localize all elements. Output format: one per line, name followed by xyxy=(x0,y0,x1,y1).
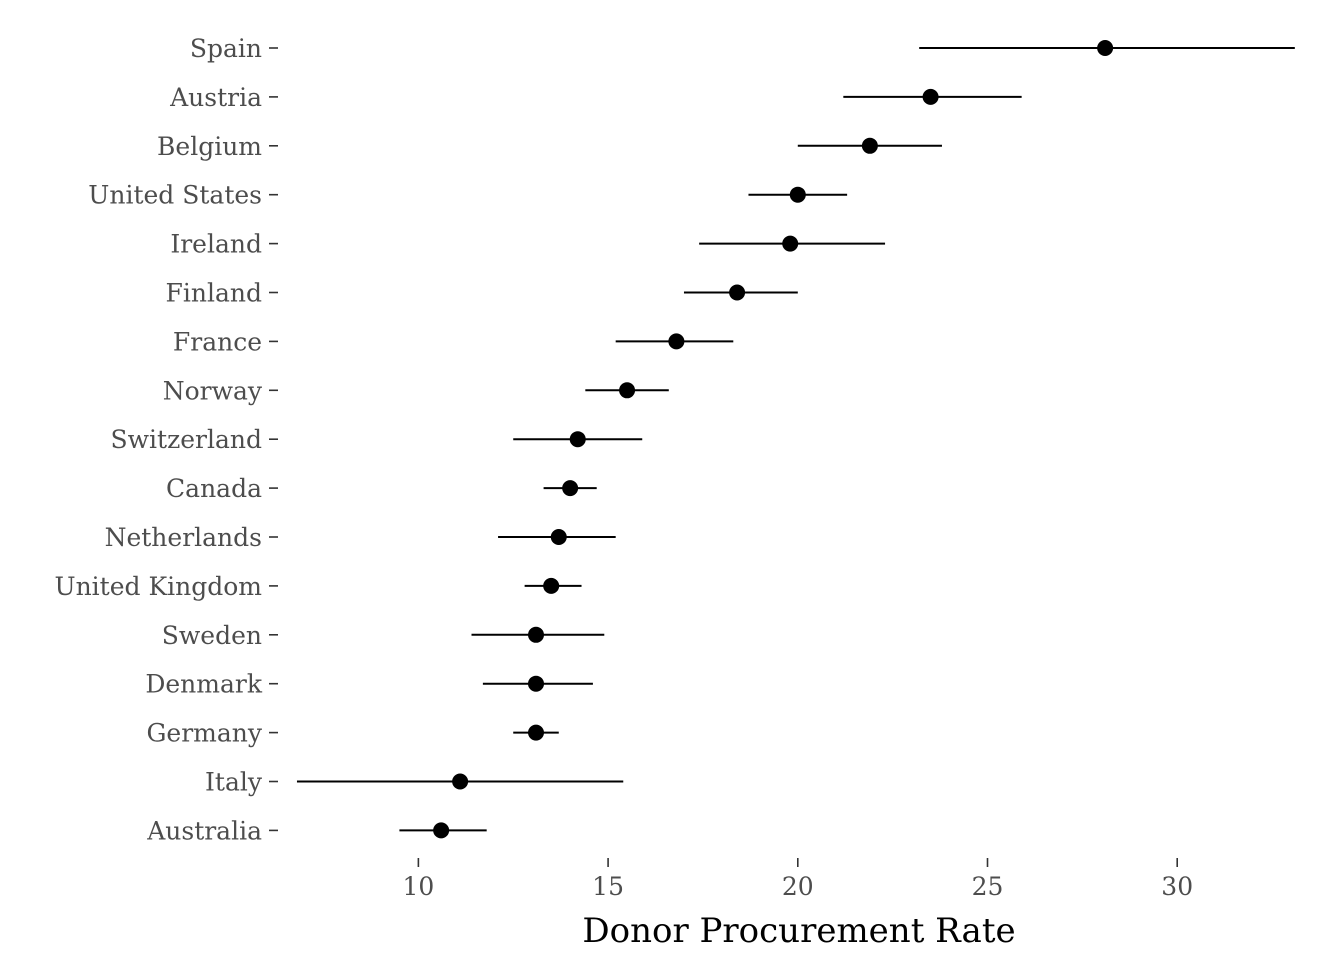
data-point xyxy=(668,333,685,350)
x-tick-label: 15 xyxy=(592,872,624,901)
data-point xyxy=(528,675,544,692)
data-point xyxy=(543,577,560,594)
x-axis-title: Donor Procurement Rate xyxy=(582,911,1015,951)
x-tick-label: 10 xyxy=(402,872,434,901)
y-tick-label: Spain xyxy=(190,34,262,63)
x-tick-label: 25 xyxy=(972,872,1004,901)
y-tick-label: Finland xyxy=(166,279,262,308)
data-point xyxy=(729,284,746,301)
data-point xyxy=(528,724,544,741)
y-tick-label: Canada xyxy=(166,474,262,503)
data-point xyxy=(550,529,567,545)
y-tick-label: Italy xyxy=(205,768,263,797)
y-tick-label: Belgium xyxy=(157,132,262,161)
y-tick-label: France xyxy=(173,327,262,356)
x-tick-label: 20 xyxy=(782,872,814,901)
y-tick-label: United Kingdom xyxy=(55,572,263,601)
y-tick-label: Denmark xyxy=(145,670,263,699)
y-tick-label: Germany xyxy=(146,719,262,748)
x-tick-label: 30 xyxy=(1161,872,1193,901)
data-layer xyxy=(296,40,1295,839)
data-point xyxy=(1097,40,1114,56)
data-point xyxy=(789,186,806,203)
y-tick-label: Australia xyxy=(146,816,262,845)
y-axis: Spain Austria Belgium United States Ireland F… xyxy=(55,34,278,845)
data-point xyxy=(782,235,799,252)
y-tick-label: Ireland xyxy=(170,230,262,259)
data-point xyxy=(861,137,878,154)
y-tick-label: Switzerland xyxy=(111,425,263,454)
y-tick-label: United States xyxy=(88,181,262,210)
data-point xyxy=(528,626,544,643)
y-tick-label: Sweden xyxy=(162,621,262,650)
y-tick-label: Norway xyxy=(163,376,263,405)
data-point xyxy=(562,480,579,497)
data-point xyxy=(922,88,939,105)
data-point xyxy=(433,822,450,839)
y-tick-label: Austria xyxy=(169,83,262,112)
data-point xyxy=(452,773,469,790)
data-point xyxy=(569,431,586,448)
data-point xyxy=(619,382,636,399)
x-axis: 10 15 20 25 30 xyxy=(402,858,1193,901)
y-tick-label: Netherlands xyxy=(105,523,262,552)
